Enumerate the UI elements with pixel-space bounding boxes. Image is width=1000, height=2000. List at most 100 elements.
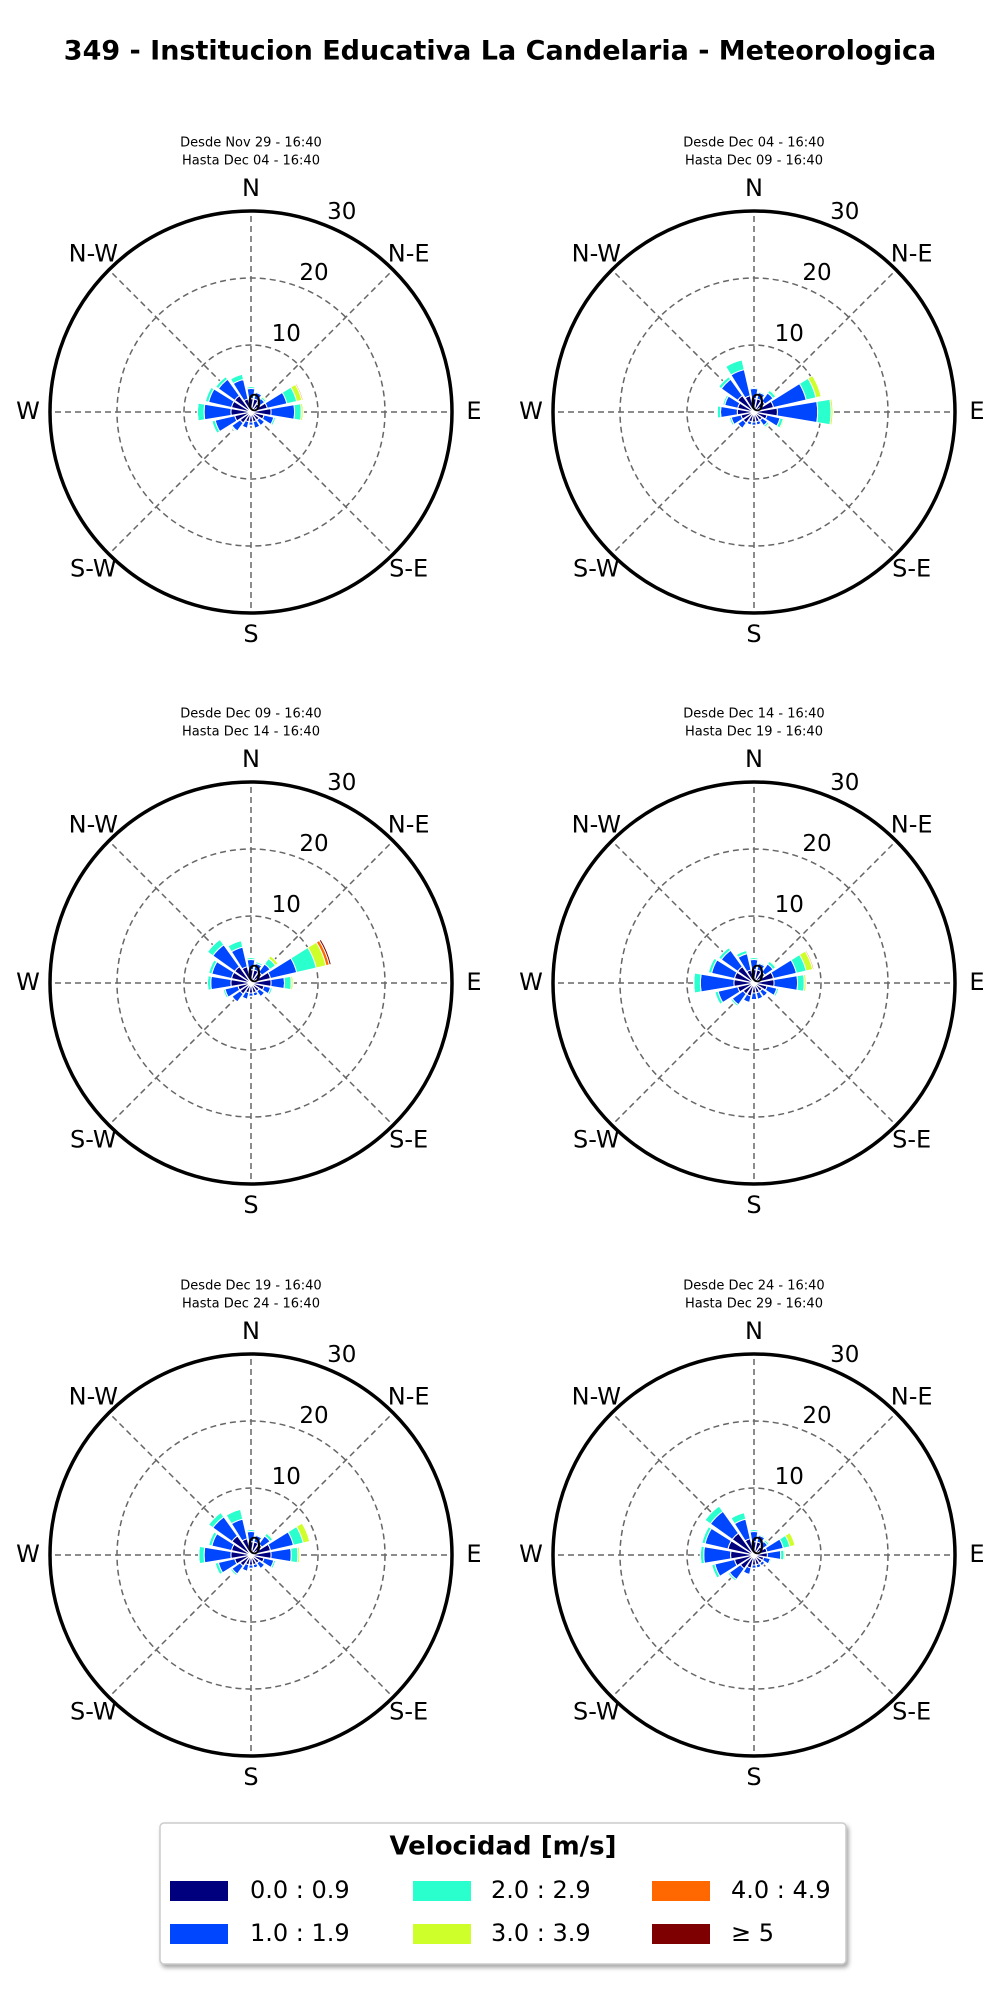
direction-label: S-E	[892, 1126, 931, 1154]
wind-bar	[796, 974, 805, 992]
direction-label: S-E	[389, 1698, 428, 1726]
subtitle: Hasta Dec 04 - 16:40	[182, 154, 320, 169]
legend-swatch	[652, 1924, 710, 1944]
spoke	[753, 269, 897, 413]
subtitle: Hasta Dec 24 - 16:40	[182, 1297, 320, 1312]
r-tick-label: 20	[299, 260, 328, 286]
wind-bar	[718, 947, 730, 959]
subtitle: Desde Dec 09 - 16:40	[180, 707, 321, 722]
direction-label: S-W	[70, 1698, 117, 1726]
direction-label: S-W	[70, 1126, 117, 1154]
wind-bar	[255, 390, 263, 395]
wind-bar	[716, 405, 719, 419]
direction-label: E	[466, 1540, 481, 1568]
wind-bar	[227, 940, 242, 947]
outer-ring	[48, 780, 454, 1186]
direction-label: N-E	[891, 1382, 933, 1410]
legend-label: 0.0 : 0.9	[250, 1876, 350, 1904]
spoke	[611, 1554, 755, 1698]
direction-label: N-W	[69, 810, 118, 838]
grid-ring	[686, 915, 822, 1051]
subtitle: Desde Nov 29 - 16:40	[180, 136, 322, 151]
spoke	[753, 1412, 897, 1556]
wind-bar	[260, 992, 266, 998]
direction-label: N-E	[388, 1382, 430, 1410]
wind-bar	[718, 376, 730, 388]
direction-label: N	[242, 174, 260, 202]
wind-bar	[722, 394, 728, 405]
wind-bar	[290, 1546, 299, 1564]
wind-bar	[693, 972, 702, 994]
wind-bar	[269, 987, 274, 995]
r-tick-label: 10	[272, 892, 301, 918]
r-tick-label: 30	[327, 770, 356, 796]
spoke	[753, 411, 897, 555]
subtitle: Hasta Dec 09 - 16:40	[685, 154, 823, 169]
wind-bar	[711, 1564, 718, 1579]
direction-label: N-E	[891, 239, 933, 267]
direction-label: S	[746, 1191, 761, 1219]
spoke	[250, 269, 394, 413]
subtitle: Desde Dec 14 - 16:40	[683, 707, 824, 722]
direction-label: E	[466, 968, 481, 996]
legend-label: 4.0 : 4.9	[731, 1876, 831, 1904]
direction-label: S	[746, 1763, 761, 1791]
direction-label: N	[242, 745, 260, 773]
direction-label: W	[519, 968, 543, 996]
wind-bar	[770, 959, 778, 967]
subtitle: Hasta Dec 14 - 16:40	[182, 725, 320, 740]
wind-bar	[746, 422, 752, 426]
wind-bar	[254, 425, 261, 429]
wind-bar	[812, 375, 822, 397]
spoke	[250, 1554, 394, 1698]
subtitle: Desde Dec 19 - 16:40	[180, 1279, 321, 1294]
grid-ring	[183, 344, 319, 480]
outer-ring	[551, 1352, 957, 1758]
wind-bar	[758, 390, 766, 395]
legend-swatch	[413, 1924, 471, 1944]
grid-ring	[619, 1420, 889, 1690]
wind-bar	[198, 1545, 206, 1565]
direction-label: N	[745, 1317, 763, 1345]
outer-ring	[48, 209, 454, 615]
direction-label: W	[519, 397, 543, 425]
r-tick-label: 0	[247, 962, 262, 988]
wind-bar	[730, 1512, 745, 1519]
subtitle: Hasta Dec 29 - 16:40	[685, 1297, 823, 1312]
legend-swatch	[170, 1924, 228, 1944]
outer-ring	[48, 1352, 454, 1758]
grid-ring	[183, 1487, 319, 1623]
legend-label: 1.0 : 1.9	[250, 1919, 350, 1947]
grid-ring	[116, 848, 386, 1118]
grid-ring	[686, 1487, 822, 1623]
wind-bar	[701, 1526, 709, 1544]
spoke	[753, 982, 897, 1126]
grid-ring	[183, 915, 319, 1051]
r-tick-label: 10	[775, 321, 804, 347]
r-tick-label: 30	[327, 1342, 356, 1368]
r-tick-label: 30	[327, 199, 356, 225]
wind-bar	[720, 405, 739, 419]
direction-label: E	[969, 397, 984, 425]
direction-label: S-E	[892, 1698, 931, 1726]
spoke	[250, 982, 394, 1126]
wind-bar	[770, 388, 778, 396]
direction-label: N-W	[572, 239, 621, 267]
wind-bar	[210, 975, 232, 991]
spoke	[250, 1412, 394, 1556]
spoke	[753, 1554, 897, 1698]
direction-label: S-W	[573, 1126, 620, 1154]
wind-bar	[780, 418, 786, 429]
legend-swatch	[652, 1881, 710, 1901]
r-tick-label: 20	[802, 260, 831, 286]
wind-bar	[270, 955, 279, 964]
legend-swatch	[413, 1881, 471, 1901]
wind-bar	[292, 975, 294, 991]
wind-bar	[743, 999, 750, 1004]
direction-label: E	[969, 1540, 984, 1568]
wind-bar	[302, 403, 304, 421]
wind-bar	[750, 992, 758, 1001]
wind-bar	[230, 426, 237, 433]
outer-ring	[551, 780, 957, 1186]
wind-bar	[758, 961, 766, 966]
